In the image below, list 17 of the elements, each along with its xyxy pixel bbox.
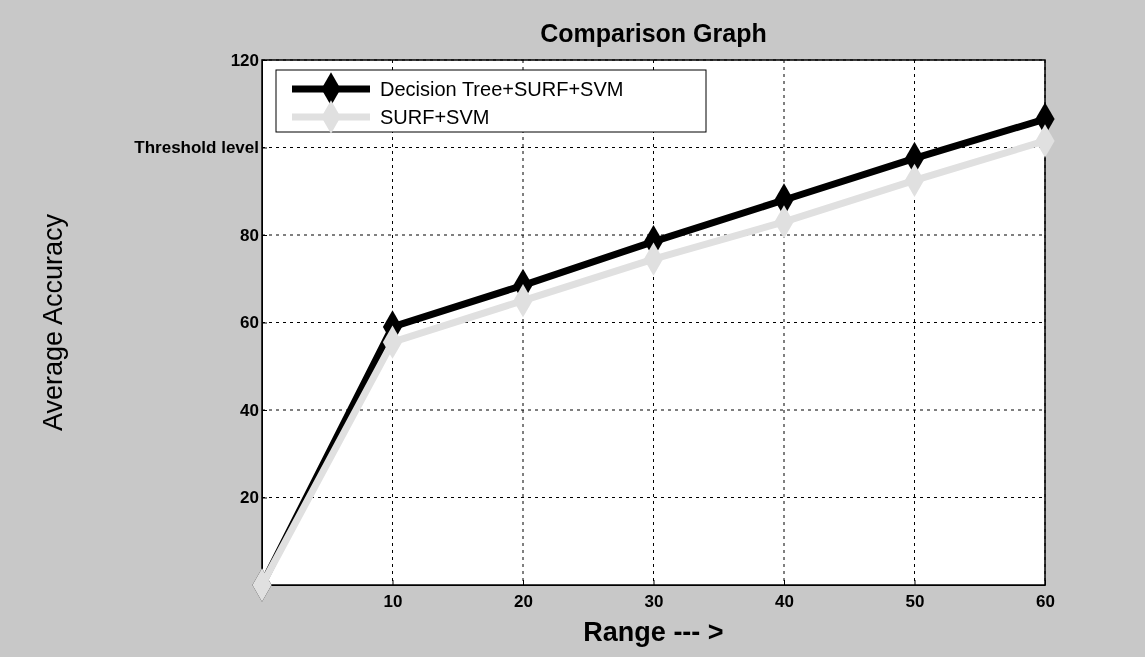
y-tick-label: 20 [240,488,259,508]
y-tick-label: 120 [230,50,259,70]
x-axis-title: Range --- > [583,617,724,647]
legend-label: Decision Tree+SURF+SVM [380,78,624,100]
y-tick-label: 80 [240,225,259,245]
y-tick-label: 60 [240,313,259,333]
y-tick-label: 40 [240,400,259,420]
x-tick-label: 10 [383,591,403,611]
y-tick-label: Threshold level [134,138,259,158]
x-tick-label: 30 [644,591,664,611]
x-tick-label: 40 [775,591,794,611]
y-axis-title: Average Accuracy [38,213,68,432]
x-tick-label: 50 [905,591,925,611]
x-tick-label: 60 [1036,591,1055,611]
legend-label: SURF+SVM [380,106,490,128]
chart-title: Comparison Graph [540,19,767,47]
x-tick-label: 20 [514,591,533,611]
